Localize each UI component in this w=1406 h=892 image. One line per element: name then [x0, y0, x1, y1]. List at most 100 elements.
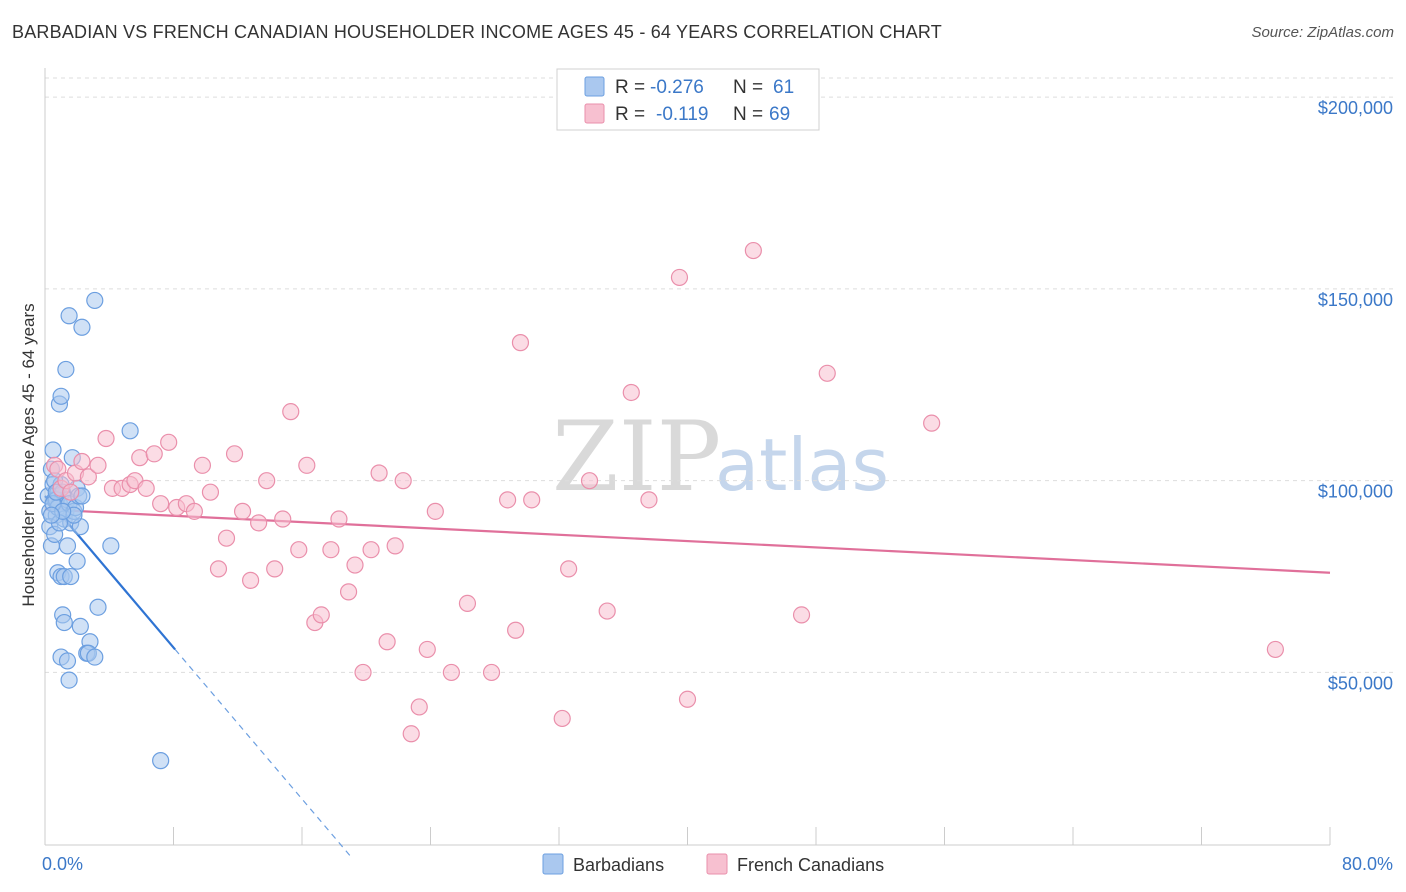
barbadian-point [71, 617, 89, 636]
x-tick-label-max: 80.0% [1342, 854, 1393, 874]
data-points [39, 241, 1284, 770]
legend-n-label-barbadians: N = [733, 77, 763, 98]
french-canadian-point [560, 560, 578, 578]
french-canadian-point [622, 383, 640, 402]
french-canadian-point [410, 698, 428, 716]
french-canadian-point [458, 594, 477, 612]
french-canadian-point [386, 537, 404, 555]
french-canadian-point [160, 433, 178, 451]
french-canadian-point [97, 429, 115, 448]
barbadian-point [58, 652, 77, 670]
barbadian-point [102, 537, 120, 555]
barbadian-point [62, 567, 80, 586]
french-canadian-point [339, 583, 358, 601]
barbadian-point [55, 613, 73, 632]
source-credit: Source: ZipAtlas.com [1251, 24, 1394, 41]
french-canadian-point [290, 541, 308, 559]
barbadian-point [86, 291, 104, 310]
french-canadian-point [418, 640, 436, 659]
french-canadian-point [442, 663, 460, 682]
french-canadian-point [511, 334, 530, 352]
french-canadian-point [923, 414, 941, 432]
french-canadian-point [137, 479, 155, 497]
french-canadian-point [402, 725, 420, 743]
french-canadian-point [193, 456, 212, 474]
french-canadian-point [209, 560, 228, 578]
french-canadian-point [598, 602, 616, 620]
french-canadian-point [79, 468, 97, 486]
french-canadian-point [640, 491, 658, 509]
legend-swatch-barbadians [584, 76, 605, 97]
french-canadian-point [370, 464, 388, 482]
french-canadian-point [145, 445, 163, 463]
legend-r-value-barbadians: -0.276 [650, 77, 704, 98]
barbadian-point [42, 506, 61, 524]
french-canadian-point [225, 445, 244, 463]
french-canadian-trend-line [44, 508, 1331, 574]
legend-swatch-french-canadians [584, 103, 605, 124]
barbadian-point [73, 318, 91, 336]
french-canadian-point [354, 663, 372, 682]
correlation-legend: R = -0.276 N = 61 R = -0.119 N = 69 [556, 68, 820, 131]
legend-label-french-canadians: French Canadians [737, 855, 884, 875]
barbadian-point [58, 537, 77, 555]
legend-r-label-barbadians: R = [615, 77, 645, 98]
french-canadian-point [258, 472, 276, 490]
legend-swatch-french-canadians-bottom [706, 853, 728, 875]
french-canadian-point [482, 663, 501, 682]
y-tick-label: $150,000 [1318, 290, 1393, 310]
french-canadian-point [330, 510, 348, 528]
french-canadian-point [394, 472, 412, 490]
y-tick-label: $200,000 [1318, 98, 1393, 118]
french-canadian-point [298, 456, 316, 474]
french-canadian-point [507, 621, 525, 639]
french-canadian-point [201, 483, 220, 501]
x-tick-label-min: 0.0% [42, 854, 83, 874]
trend-lines [44, 495, 1331, 857]
legend-n-value-french-canadians: 69 [769, 104, 790, 125]
french-canadian-point [580, 472, 599, 490]
legend-n-value-barbadians: 61 [773, 77, 794, 98]
french-canadian-point [242, 571, 260, 589]
y-tick-label: $50,000 [1328, 673, 1393, 693]
french-canadian-point [233, 502, 252, 520]
legend-swatch-barbadians-bottom [542, 853, 564, 875]
french-canadian-point [378, 633, 396, 651]
barbadian-point [52, 387, 70, 405]
french-canadian-point [670, 268, 689, 287]
french-canadian-point [312, 606, 330, 624]
french-canadian-point [1266, 640, 1284, 659]
french-canadian-point [266, 560, 284, 578]
french-canadian-point [553, 709, 571, 728]
french-canadian-point [499, 491, 517, 509]
french-canadian-point [346, 556, 364, 574]
watermark-atlas: atlas [715, 423, 889, 507]
axes: $50,000 $100,000 $150,000 $200,000 0.0% 80.0% [42, 68, 1393, 874]
french-canadian-point [426, 502, 444, 520]
barbadian-point [60, 307, 78, 325]
watermark-zip: ZIP [552, 401, 721, 513]
y-tick-label: $100,000 [1318, 482, 1393, 502]
french-canadian-point [678, 690, 697, 708]
barbadian-point [86, 648, 104, 666]
french-canadian-point [73, 452, 91, 471]
legend-r-value-french-canadians: -0.119 [656, 104, 708, 125]
french-canadian-point [362, 541, 380, 559]
barbadian-point [57, 360, 75, 379]
french-canadian-point [62, 483, 80, 501]
french-canadian-point [322, 541, 340, 559]
french-canadian-point [282, 403, 300, 421]
barbadian-point [60, 671, 78, 689]
legend-label-barbadians: Barbadians [573, 855, 664, 875]
french-canadian-point [792, 606, 811, 624]
barbadian-trend-line-extension [174, 649, 351, 857]
french-canadian-point [152, 495, 170, 513]
french-canadian-point [744, 241, 762, 260]
chart-title: BARBADIAN VS FRENCH CANADIAN HOUSEHOLDER… [12, 22, 943, 42]
french-canadian-point [818, 364, 836, 382]
series-legend: Barbadians French Canadians [542, 853, 884, 875]
barbadian-point [121, 422, 139, 440]
french-canadian-point [523, 491, 541, 509]
barbadian-point [44, 441, 62, 459]
